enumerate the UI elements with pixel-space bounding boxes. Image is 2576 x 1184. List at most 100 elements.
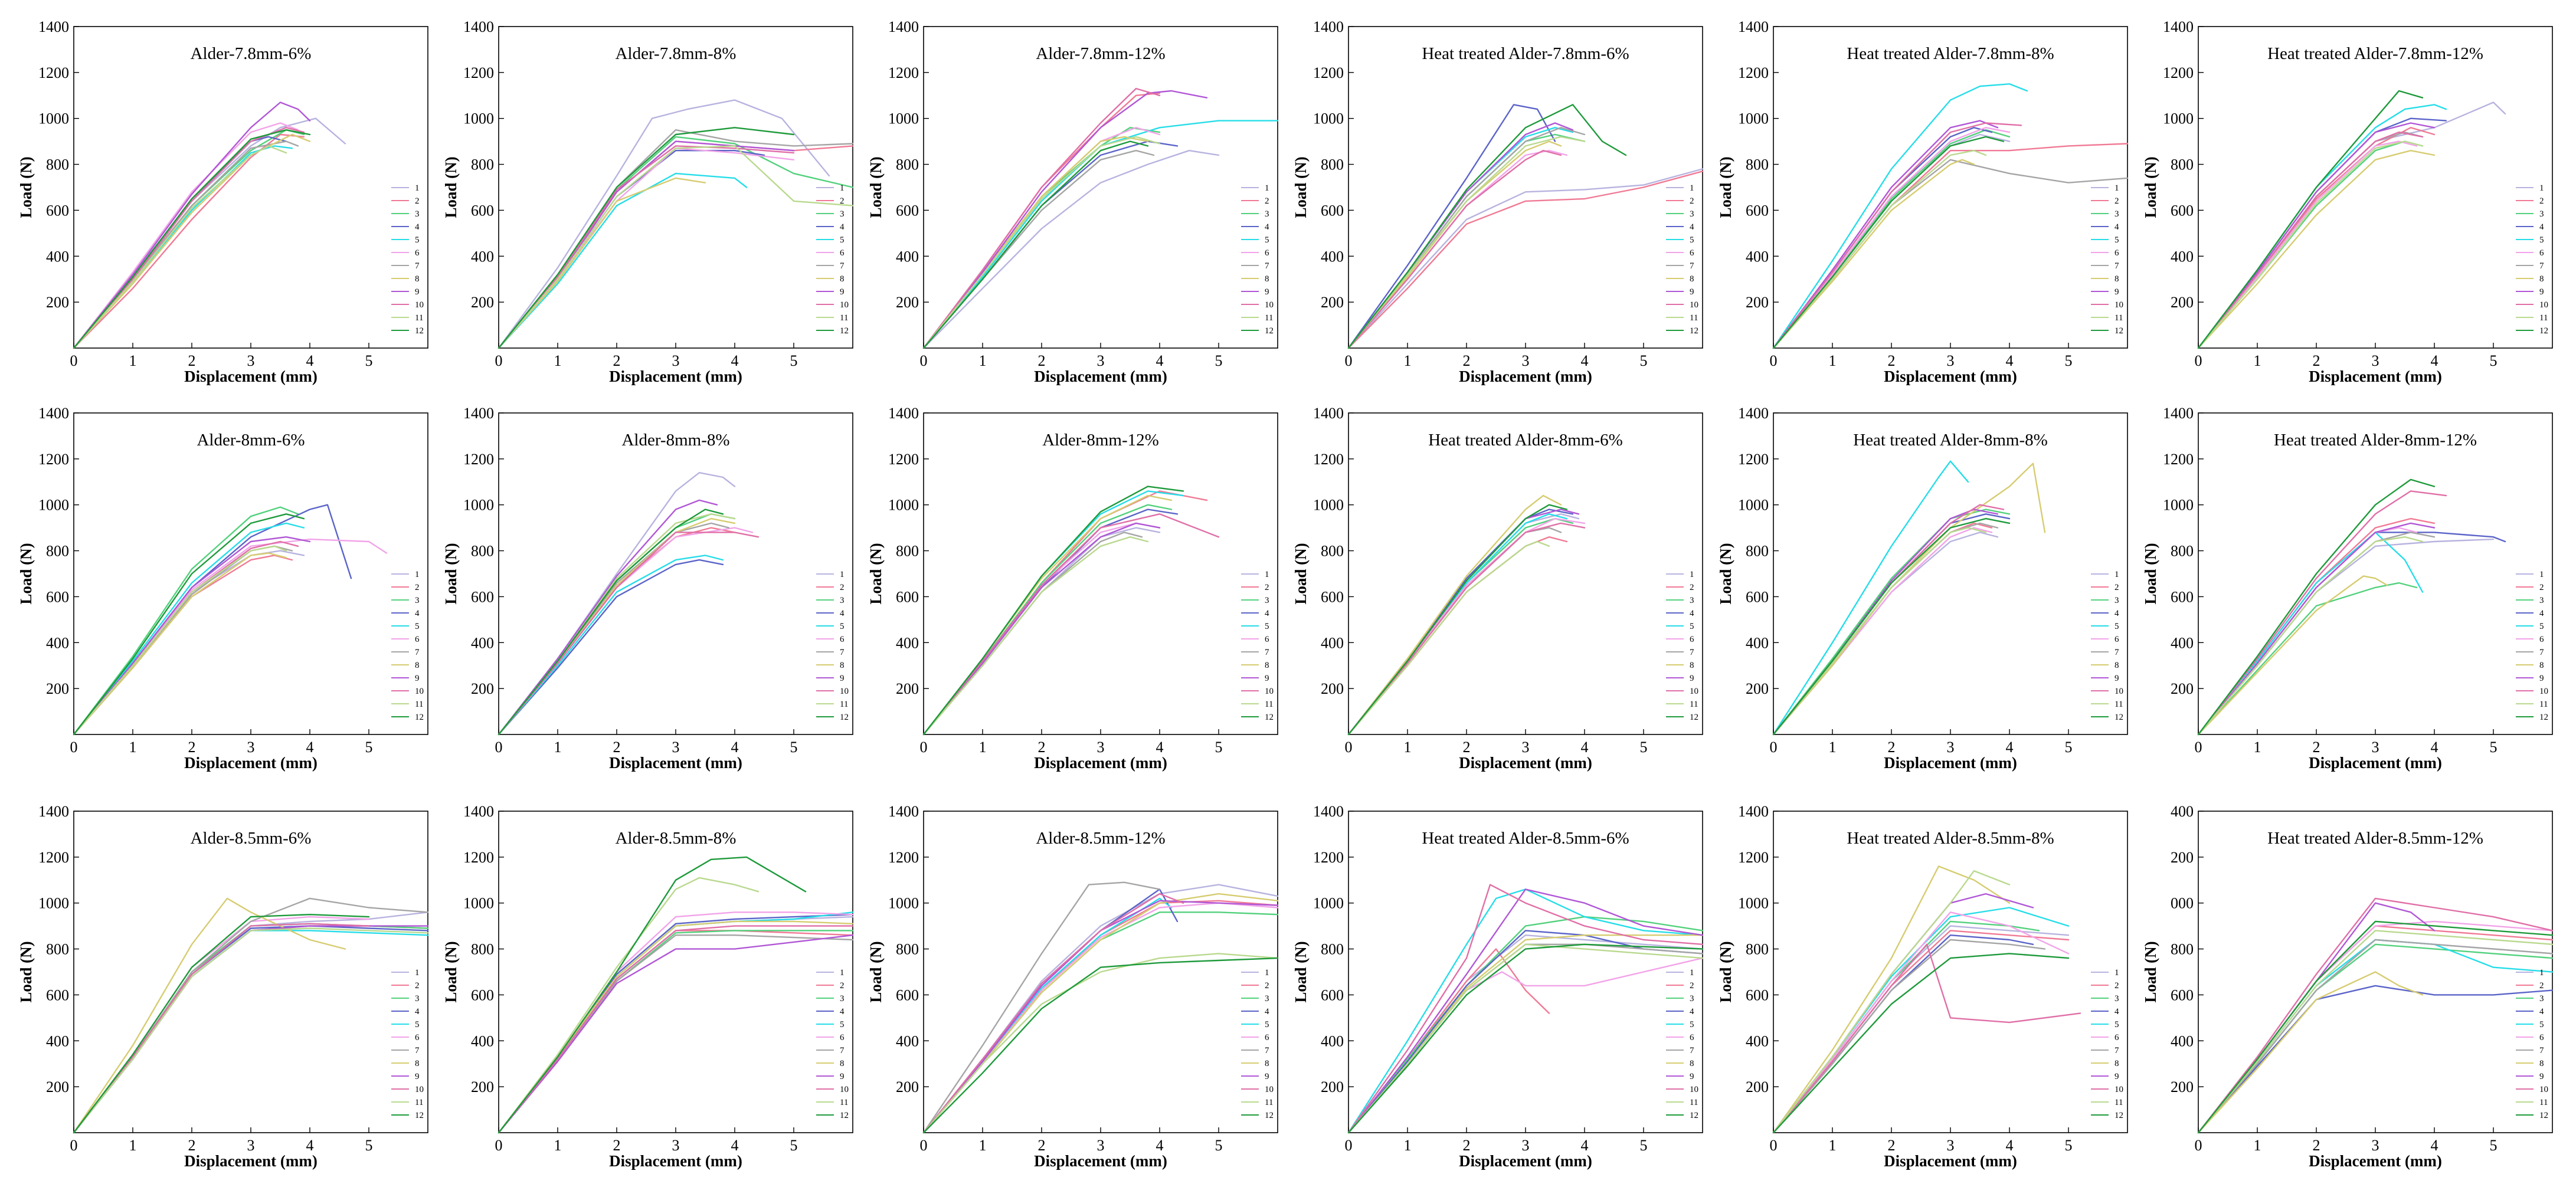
series-line xyxy=(1772,953,2070,1134)
y-axis-title: Load (N) xyxy=(1292,543,1310,604)
y-tick-label: 600 xyxy=(1746,986,1769,1003)
x-tick-label: 0 xyxy=(920,739,928,756)
panel-frame xyxy=(498,26,853,349)
x-tick-label: 2 xyxy=(613,1137,621,1154)
series-line xyxy=(922,90,1208,349)
series-line xyxy=(497,920,854,1134)
legend-label: 7 xyxy=(1690,1046,1694,1055)
x-axis-title: Displacement (mm) xyxy=(1034,368,1167,385)
series-line xyxy=(1772,136,2005,349)
y-tick-label: 000 xyxy=(2171,895,2194,912)
legend-label: 11 xyxy=(1265,1098,1273,1107)
x-tick-label: 3 xyxy=(247,739,255,756)
series-line xyxy=(497,527,754,736)
series-line xyxy=(1772,159,2129,349)
x-axis-title: Displacement (mm) xyxy=(1034,754,1167,772)
y-tick-label: 1400 xyxy=(463,405,494,422)
y-tick-label: 1400 xyxy=(1313,405,1344,422)
y-tick-label: 400 xyxy=(2171,634,2194,651)
legend-label: 9 xyxy=(2539,287,2544,297)
x-tick-label: 0 xyxy=(1345,739,1353,756)
y-axis-title: Load (N) xyxy=(1717,543,1734,604)
legend-label: 10 xyxy=(1265,300,1274,310)
legend-label: 9 xyxy=(840,287,845,297)
y-tick-label: 200 xyxy=(1321,1078,1344,1096)
y-axis-title: Load (N) xyxy=(442,156,460,218)
series-line xyxy=(1347,916,1704,1134)
series-line xyxy=(73,897,346,1134)
x-tick-label: 2 xyxy=(2313,352,2320,369)
x-tick-label: 5 xyxy=(2065,739,2073,756)
y-tick-label: 400 xyxy=(46,248,69,265)
legend-label: 6 xyxy=(1265,248,1269,258)
x-tick-label: 2 xyxy=(1038,739,1046,756)
legend-label: 5 xyxy=(840,622,845,631)
y-tick-label: 200 xyxy=(1746,1078,1769,1096)
y-tick-label: 400 xyxy=(1321,1032,1344,1049)
series-line xyxy=(1772,504,2005,736)
y-tick-label: 1200 xyxy=(38,451,69,468)
series-line xyxy=(922,490,1208,736)
x-tick-label: 4 xyxy=(2006,1137,2014,1154)
series-line xyxy=(1772,527,1993,736)
x-tick-label: 3 xyxy=(672,1137,680,1154)
y-tick-label: 400 xyxy=(46,1032,69,1049)
series-line xyxy=(922,953,1279,1134)
x-tick-label: 4 xyxy=(306,1137,314,1154)
x-tick-label: 4 xyxy=(731,352,739,369)
series-line xyxy=(922,884,1279,1134)
legend-label: 8 xyxy=(1690,274,1694,284)
panel-title: Alder-7.8mm-8% xyxy=(616,44,737,63)
legend-label: 8 xyxy=(2539,661,2544,670)
y-tick-label: 800 xyxy=(1746,156,1769,173)
legend-label: 9 xyxy=(2115,674,2119,683)
y-axis-title: Load (N) xyxy=(1717,156,1734,218)
series-line xyxy=(1347,149,1562,349)
series-line xyxy=(922,509,1179,736)
series-line xyxy=(1772,870,2011,1134)
chart-panel: Heat treated Alder-8mm-12%20040060080010… xyxy=(2142,405,2553,772)
legend-label: 4 xyxy=(1265,1007,1269,1016)
legend-label: 5 xyxy=(415,1020,420,1029)
x-tick-label: 4 xyxy=(306,352,314,369)
series-line xyxy=(497,877,760,1134)
y-tick-label: 1200 xyxy=(463,64,494,81)
panel-frame xyxy=(1773,811,2128,1133)
series-line xyxy=(922,127,1161,349)
legend-label: 2 xyxy=(2115,981,2119,991)
legend-label: 4 xyxy=(2539,609,2544,618)
series-line xyxy=(922,536,1149,736)
series-line xyxy=(2197,538,2495,736)
legend-label: 11 xyxy=(415,1098,423,1107)
x-tick-label: 0 xyxy=(70,352,78,369)
chart-panel: Alder-8.5mm-8% 200 400 600 800 1000 1200 1400 0 1… xyxy=(442,803,854,1170)
series-line xyxy=(1772,127,2011,349)
series-line xyxy=(497,509,724,736)
x-tick-label: 1 xyxy=(979,1137,987,1154)
y-tick-label: 1000 xyxy=(463,895,494,912)
series-line xyxy=(1772,143,2129,349)
y-tick-label: 1000 xyxy=(38,110,69,127)
series-line xyxy=(2197,140,2424,349)
y-tick-label: 1400 xyxy=(2163,405,2194,422)
series-line xyxy=(2197,117,2447,349)
y-tick-label: 600 xyxy=(46,986,69,1003)
y-tick-label: 1000 xyxy=(463,497,494,514)
series-line xyxy=(2197,131,2424,349)
legend-label: 9 xyxy=(840,674,845,683)
y-tick-label: 400 xyxy=(1746,634,1769,651)
series-line xyxy=(497,145,795,349)
legend-label: 3 xyxy=(2115,994,2119,1003)
y-tick-label: 1000 xyxy=(888,895,919,912)
panel-title: Alder-7.8mm-6% xyxy=(191,44,312,63)
legend-label: 3 xyxy=(1690,994,1694,1003)
legend-label: 8 xyxy=(2115,661,2119,670)
series-line xyxy=(1347,494,1562,736)
x-axis-title: Displacement (mm) xyxy=(609,754,742,772)
x-tick-label: 5 xyxy=(2065,1137,2073,1154)
legend-label: 3 xyxy=(415,596,420,605)
legend-label: 5 xyxy=(2115,622,2119,631)
y-tick-label: 800 xyxy=(1746,941,1769,958)
y-tick-label: 1200 xyxy=(1738,849,1769,866)
legend-label: 8 xyxy=(1265,1059,1269,1068)
